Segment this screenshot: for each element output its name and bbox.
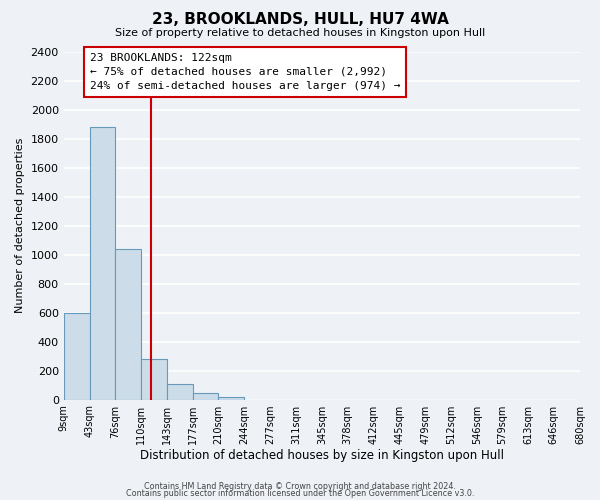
Y-axis label: Number of detached properties: Number of detached properties: [15, 138, 25, 313]
Bar: [167, 384, 193, 400]
Text: Contains HM Land Registry data © Crown copyright and database right 2024.: Contains HM Land Registry data © Crown c…: [144, 482, 456, 491]
Bar: [142, 359, 167, 400]
Text: Contains public sector information licensed under the Open Government Licence v3: Contains public sector information licen…: [126, 489, 474, 498]
Bar: [90, 127, 115, 400]
Text: 23, BROOKLANDS, HULL, HU7 4WA: 23, BROOKLANDS, HULL, HU7 4WA: [152, 12, 448, 28]
Bar: [218, 396, 244, 400]
X-axis label: Distribution of detached houses by size in Kingston upon Hull: Distribution of detached houses by size …: [140, 450, 504, 462]
Bar: [115, 248, 142, 400]
Text: 23 BROOKLANDS: 122sqm
← 75% of detached houses are smaller (2,992)
24% of semi-d: 23 BROOKLANDS: 122sqm ← 75% of detached …: [90, 53, 400, 91]
Bar: [193, 393, 218, 400]
Bar: [64, 312, 90, 400]
Text: Size of property relative to detached houses in Kingston upon Hull: Size of property relative to detached ho…: [115, 28, 485, 38]
